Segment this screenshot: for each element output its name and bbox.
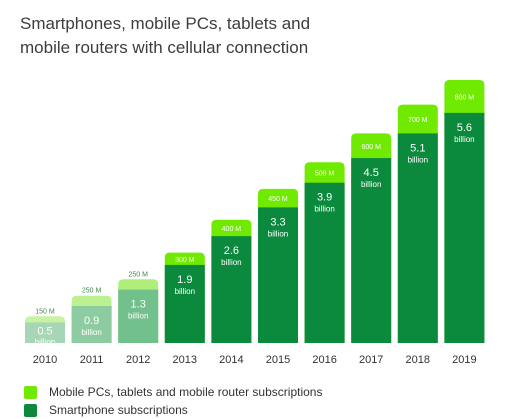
smartphone-value-label-2018: 5.1 bbox=[410, 142, 425, 154]
chart-title: Smartphones, mobile PCs, tablets and mob… bbox=[20, 12, 500, 60]
smartphone-unit-label-2013: billion bbox=[175, 287, 195, 296]
mobile-pcs-value-label-2015: 450 M bbox=[268, 196, 288, 203]
bar-smartphone-2015 bbox=[258, 207, 298, 343]
bar-smartphone-2012 bbox=[118, 289, 159, 343]
smartphone-value-label-2012: 1.3 bbox=[131, 299, 146, 311]
x-tick-label-2018: 2018 bbox=[406, 354, 430, 366]
bar-smartphone-2017 bbox=[351, 158, 392, 343]
mobile-pcs-value-label-2013: 300 M bbox=[175, 257, 195, 264]
smartphone-unit-label-2019: billion bbox=[454, 135, 474, 144]
smartphone-unit-label-2017: billion bbox=[361, 180, 381, 189]
x-tick-label-2011: 2011 bbox=[80, 354, 104, 366]
bar-smartphone-2016 bbox=[304, 182, 345, 343]
mobile-pcs-value-label-2014: 400 M bbox=[222, 226, 242, 233]
x-tick-label-2015: 2015 bbox=[266, 354, 290, 366]
smartphone-unit-label-2014: billion bbox=[221, 258, 241, 267]
bar-smartphone-2013 bbox=[164, 264, 205, 343]
mobile-pcs-value-label-2011: 250 M bbox=[82, 288, 102, 295]
smartphone-unit-label-2010: billion bbox=[35, 338, 55, 347]
smartphone-value-label-2011: 0.9 bbox=[84, 315, 99, 327]
mobile-pcs-value-label-2010: 150 M bbox=[35, 308, 55, 315]
legend-swatch-mobile-pcs bbox=[24, 385, 37, 399]
bar-smartphone-2011 bbox=[71, 306, 112, 343]
smartphone-value-label-2015: 3.3 bbox=[270, 216, 285, 228]
bar-smartphone-2010 bbox=[25, 322, 65, 343]
legend-item-smartphone: Smartphone subscriptions bbox=[24, 401, 322, 419]
smartphone-unit-label-2011: billion bbox=[81, 328, 101, 337]
legend-swatch-smartphone bbox=[24, 403, 37, 417]
mobile-pcs-value-label-2018: 700 M bbox=[408, 117, 428, 124]
smartphone-value-label-2014: 2.6 bbox=[224, 245, 239, 257]
mobile-pcs-value-label-2012: 250 M bbox=[128, 271, 148, 278]
legend: Mobile PCs, tablets and mobile router su… bbox=[24, 383, 322, 419]
smartphone-unit-label-2018: billion bbox=[408, 155, 428, 164]
smartphone-value-label-2010: 0.5 bbox=[37, 326, 52, 338]
legend-item-mobile-pcs: Mobile PCs, tablets and mobile router su… bbox=[24, 383, 322, 401]
bar-smartphone-2018 bbox=[397, 133, 438, 343]
x-tick-label-2012: 2012 bbox=[126, 354, 150, 366]
chart-title-line-2: mobile routers with cellular connection bbox=[20, 38, 309, 57]
smartphone-value-label-2016: 3.9 bbox=[317, 192, 332, 204]
mobile-pcs-value-label-2016: 500 M bbox=[315, 170, 335, 177]
smartphone-value-label-2019: 5.6 bbox=[457, 122, 472, 134]
mobile-pcs-value-label-2017: 600 M bbox=[361, 144, 381, 151]
legend-label-mobile-pcs: Mobile PCs, tablets and mobile router su… bbox=[49, 385, 323, 399]
x-tick-label-2013: 2013 bbox=[173, 354, 197, 366]
smartphone-value-label-2013: 1.9 bbox=[177, 274, 192, 286]
bar-smartphone-2019 bbox=[444, 112, 485, 343]
x-tick-label-2016: 2016 bbox=[312, 354, 336, 366]
x-tick-label-2019: 2019 bbox=[452, 354, 476, 366]
mobile-pcs-value-label-2019: 800 M bbox=[455, 94, 475, 101]
chart-title-line-1: Smartphones, mobile PCs, tablets and bbox=[20, 14, 311, 33]
bar-smartphone-2014 bbox=[211, 236, 252, 343]
smartphone-unit-label-2016: billion bbox=[314, 205, 334, 214]
smartphone-unit-label-2012: billion bbox=[128, 312, 148, 321]
x-tick-label-2014: 2014 bbox=[219, 354, 243, 366]
smartphone-value-label-2017: 4.5 bbox=[364, 167, 379, 179]
smartphone-unit-label-2015: billion bbox=[268, 229, 288, 238]
x-tick-label-2010: 2010 bbox=[33, 354, 57, 366]
legend-label-smartphone: Smartphone subscriptions bbox=[49, 403, 188, 417]
x-tick-label-2017: 2017 bbox=[359, 354, 383, 366]
